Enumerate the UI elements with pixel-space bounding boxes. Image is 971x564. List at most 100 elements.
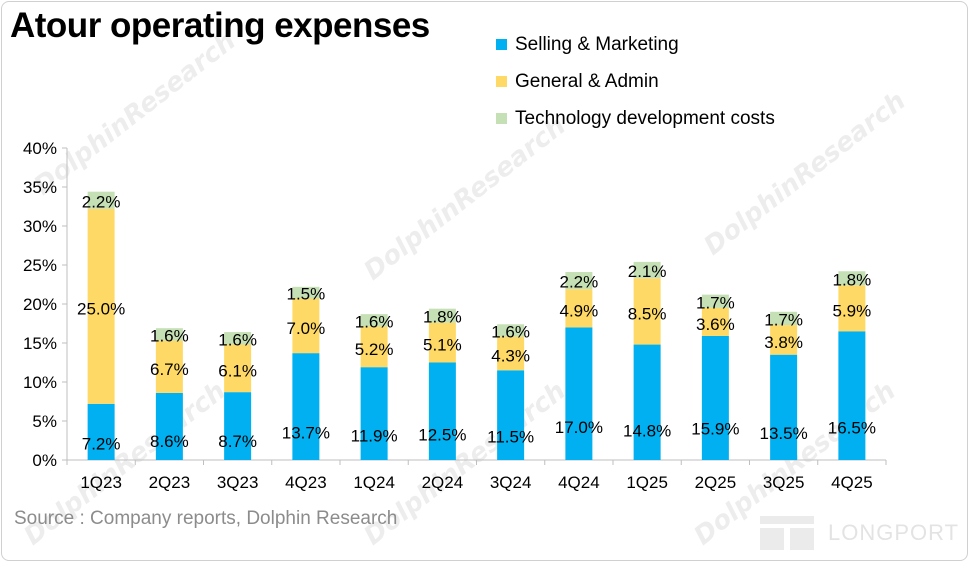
bar-admin	[360, 326, 388, 368]
data-label-admin: 5.2%	[355, 340, 394, 359]
data-label-admin: 4.9%	[560, 301, 599, 320]
bar-selling	[497, 370, 525, 460]
bar-admin	[701, 307, 729, 336]
bar-tech	[428, 308, 456, 323]
bar-tech	[701, 294, 729, 308]
data-label-admin: 5.1%	[423, 336, 462, 355]
x-tick-label: 3Q24	[490, 473, 532, 492]
data-label-admin: 6.1%	[218, 361, 257, 380]
bar-selling	[633, 344, 661, 460]
data-label-selling: 15.9%	[691, 420, 739, 439]
data-label-tech: 1.7%	[696, 293, 735, 312]
data-label-admin: 8.5%	[628, 304, 667, 323]
data-label-admin: 3.8%	[764, 333, 803, 352]
legend-item-selling: Selling & Marketing	[496, 26, 775, 63]
data-label-selling: 16.5%	[828, 419, 876, 438]
bar-tech	[633, 261, 661, 279]
x-tick-label: 1Q24	[353, 473, 395, 492]
data-label-selling: 12.5%	[418, 426, 466, 445]
data-label-tech: 1.6%	[355, 312, 394, 331]
x-tick-label: 3Q23	[217, 473, 259, 492]
data-label-selling: 14.8%	[623, 422, 671, 441]
data-label-admin: 3.6%	[696, 315, 735, 334]
bar-selling	[565, 327, 593, 460]
bar-tech	[360, 314, 388, 327]
bar-admin	[565, 289, 593, 328]
bar-selling	[360, 367, 388, 460]
bar-admin	[633, 278, 661, 345]
bar-tech	[87, 191, 115, 209]
data-label-selling: 17.0%	[555, 418, 603, 437]
x-tick-label: 2Q23	[149, 473, 191, 492]
data-label-admin: 6.7%	[150, 360, 189, 379]
bar-selling	[701, 335, 729, 460]
bar-tech	[838, 271, 866, 286]
bar-tech	[497, 324, 525, 337]
x-tick-label: 4Q24	[558, 473, 600, 492]
y-tick-label: 30%	[23, 217, 57, 236]
bar-admin	[224, 344, 252, 393]
watermark-text: DolphinResearch	[699, 86, 912, 262]
y-tick-label: 10%	[23, 373, 57, 392]
bar-admin	[155, 340, 183, 393]
data-label-tech: 2.1%	[628, 262, 667, 281]
x-tick-label: 4Q23	[285, 473, 327, 492]
bar-selling	[770, 354, 798, 460]
chart-title: Atour operating expenses	[10, 6, 430, 45]
y-tick-label: 0%	[32, 451, 57, 470]
data-label-selling: 8.6%	[150, 432, 189, 451]
bar-tech	[155, 328, 183, 341]
x-tick-label: 1Q25	[626, 473, 668, 492]
data-label-admin: 4.3%	[491, 347, 530, 366]
bar-tech	[224, 332, 252, 345]
bar-admin	[497, 336, 525, 371]
data-label-tech: 1.6%	[218, 330, 257, 349]
data-label-selling: 11.5%	[487, 427, 534, 446]
bar-selling	[292, 353, 320, 460]
data-label-selling: 8.7%	[218, 432, 257, 451]
data-label-tech: 1.7%	[764, 310, 803, 329]
bar-tech	[565, 272, 593, 290]
legend-label-selling: Selling & Marketing	[515, 33, 679, 55]
bar-tech	[292, 286, 320, 299]
data-label-tech: 2.2%	[560, 273, 599, 292]
x-tick-label: 1Q23	[80, 473, 122, 492]
data-label-tech: 1.8%	[833, 270, 872, 289]
longport-logo: LONGPORT	[760, 513, 960, 553]
x-tick-label: 2Q24	[422, 473, 464, 492]
legend-item-admin: General & Admin	[496, 63, 775, 100]
y-tick-label: 5%	[32, 412, 57, 431]
legend-item-tech: Technology development costs	[496, 100, 775, 137]
longport-logo-icon	[760, 516, 814, 550]
legend-label-admin: General & Admin	[515, 70, 659, 92]
bar-admin	[838, 285, 866, 332]
bar-selling	[87, 403, 115, 460]
x-tick-label: 3Q25	[763, 473, 805, 492]
y-tick-label: 25%	[23, 256, 57, 275]
y-tick-label: 15%	[23, 334, 57, 353]
bar-admin	[87, 208, 115, 404]
bar-admin	[428, 322, 456, 363]
watermark-text: DolphinResearch	[29, 26, 242, 202]
data-label-selling: 11.9%	[351, 427, 398, 446]
legend: Selling & Marketing General & Admin Tech…	[496, 26, 775, 137]
y-tick-label: 20%	[23, 295, 57, 314]
legend-swatch-selling	[496, 39, 507, 50]
x-tick-label: 2Q25	[695, 473, 737, 492]
data-label-tech: 1.6%	[150, 326, 189, 345]
bar-selling	[224, 392, 252, 460]
legend-swatch-tech	[496, 113, 507, 124]
source-note: Source : Company reports, Dolphin Resear…	[14, 508, 398, 529]
bar-admin	[292, 298, 320, 354]
legend-swatch-admin	[496, 76, 507, 87]
data-label-tech: 1.6%	[491, 323, 530, 342]
bar-admin	[770, 325, 798, 355]
data-label-selling: 13.5%	[760, 424, 808, 443]
data-label-selling: 7.2%	[82, 435, 121, 454]
bar-selling	[838, 331, 866, 460]
data-label-tech: 1.8%	[423, 308, 462, 327]
y-tick-label: 35%	[23, 178, 57, 197]
y-tick-label: 40%	[23, 139, 57, 158]
